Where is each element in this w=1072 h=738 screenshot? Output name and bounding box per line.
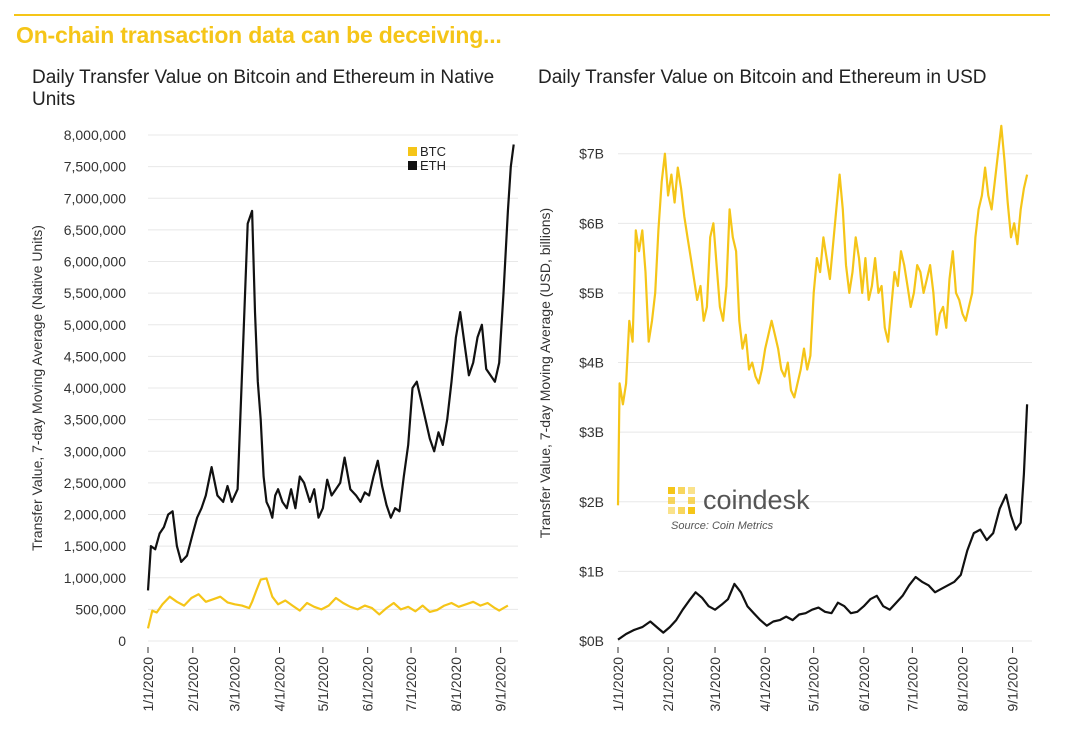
x-tick-label: 4/1/2020 [757,657,773,712]
y-tick-label: 7,500,000 [64,159,126,175]
y-tick-label: 6,500,000 [64,222,126,238]
y-axis-label: Transfer Value, 7-day Moving Average (US… [537,208,553,538]
y-tick-label: 4,500,000 [64,348,126,364]
legend-label-btc: BTC [420,144,446,159]
y-tick-label: $2B [579,494,604,510]
x-tick-label: 7/1/2020 [904,657,920,712]
x-tick-label: 6/1/2020 [360,657,376,712]
source-note: Source: Coin Metrics [671,520,774,532]
x-tick-label: 3/1/2020 [227,657,243,712]
y-tick-label: 1,500,000 [64,538,126,554]
y-tick-label: $3B [579,424,604,440]
x-tick-label: 2/1/2020 [660,657,676,712]
x-tick-label: 8/1/2020 [954,657,970,712]
y-tick-label: 2,000,000 [64,507,126,523]
x-tick-label: 6/1/2020 [856,657,872,712]
y-tick-label: 2,500,000 [64,475,126,491]
x-tick-label: 7/1/2020 [403,657,419,712]
series-line-btc [616,124,1029,506]
y-tick-label: 8,000,000 [64,127,126,143]
y-tick-label: 3,000,000 [64,443,126,459]
top-rule [14,14,1050,16]
y-tick-label: $6B [579,215,604,231]
x-tick-label: 2/1/2020 [185,657,201,712]
legend-label-eth: ETH [420,158,446,173]
y-tick-label: 1,000,000 [64,570,126,586]
y-tick-label: 500,000 [75,601,126,617]
series-line-eth [617,404,1029,641]
y-tick-label: 0 [118,633,126,649]
y-tick-label: 6,000,000 [64,254,126,270]
x-tick-label: 3/1/2020 [707,657,723,712]
x-tick-label: 9/1/2020 [1005,657,1021,712]
x-tick-label: 9/1/2020 [493,657,509,712]
x-tick-label: 1/1/2020 [140,657,156,712]
x-tick-label: 4/1/2020 [272,657,288,712]
y-tick-label: $4B [579,355,604,371]
series-line-btc [146,577,509,629]
y-tick-label: 5,000,000 [64,317,126,333]
chart-title-usd: Daily Transfer Value on Bitcoin and Ethe… [538,67,987,88]
legend-swatch-eth [408,161,417,170]
x-tick-label: 5/1/2020 [806,657,822,712]
y-tick-label: 3,500,000 [64,412,126,428]
y-tick-label: 4,000,000 [64,380,126,396]
coindesk-logo-icon [668,487,695,514]
x-tick-label: 1/1/2020 [610,657,626,712]
legend-swatch-btc [408,147,417,156]
brand-name: coindesk [703,485,810,515]
x-tick-label: 5/1/2020 [315,657,331,712]
headline: On-chain transaction data can be deceivi… [16,22,502,48]
y-tick-label: 5,500,000 [64,285,126,301]
y-tick-label: $1B [579,563,604,579]
chart-title-native: Daily Transfer Value on Bitcoin and Ethe… [32,67,495,110]
y-tick-label: $5B [579,285,604,301]
series-line-eth [146,144,515,591]
x-tick-label: 8/1/2020 [448,657,464,712]
y-tick-label: 7,000,000 [64,190,126,206]
y-tick-label: $7B [579,146,604,162]
y-tick-label: $0B [579,633,604,649]
y-axis-label: Transfer Value, 7-day Moving Average (Na… [29,225,45,551]
